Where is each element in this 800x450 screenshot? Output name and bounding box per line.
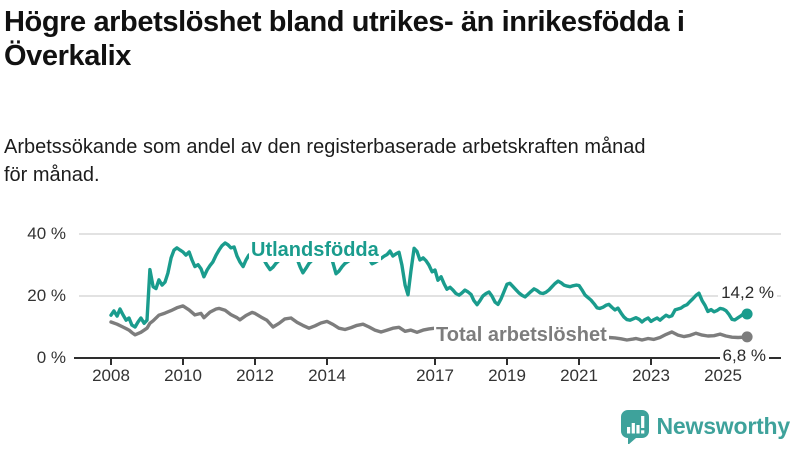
x-tick-label: 2021 [560,366,598,385]
y-tick-label: 40 % [27,224,66,243]
series-end-dot-1 [741,308,753,320]
series-line-1 [109,240,749,329]
newsworthy-wordmark: Newsworthy [656,412,791,439]
x-tick-label: 2010 [164,366,202,385]
end-value-label-utlandsfodda: 14,2 % [718,283,777,303]
x-tick-label: 2008 [92,366,130,385]
title-line-2: Överkalix [4,40,131,72]
x-tick-label: 2014 [308,366,346,385]
series-end-dot-2 [741,331,753,343]
end-value-label-total: 6,8 % [719,346,769,366]
newsworthy-bubble-chart-icon [619,408,649,445]
title-line-1: Högre arbetslöshet bland utrikes- än inr… [4,6,685,38]
x-tick-label: 2019 [488,366,526,385]
x-tick-label: 2025 [704,366,742,385]
x-tick-label: 2012 [236,366,274,385]
y-tick-label: 20 % [27,286,66,305]
series-line-2 [109,304,749,342]
page-title: Högre arbetslöshet bland utrikes- än inr… [4,5,685,73]
chart-subtitle: Arbetssökande som andel av den registerb… [4,133,646,189]
newsworthy-logo: Newsworthy [619,408,791,445]
series-label-utlandsfodda: Utlandsfödda [249,239,381,262]
series-label-total-arbetsloshet: Total arbetslöshet [434,324,609,347]
y-tick-label: 0 % [36,348,66,367]
subtitle-line-2: för månad. [4,164,100,186]
subtitle-line-1: Arbetssökande som andel av den registerb… [4,136,646,158]
x-tick-label: 2017 [416,366,454,385]
x-tick-label: 2023 [632,366,670,385]
